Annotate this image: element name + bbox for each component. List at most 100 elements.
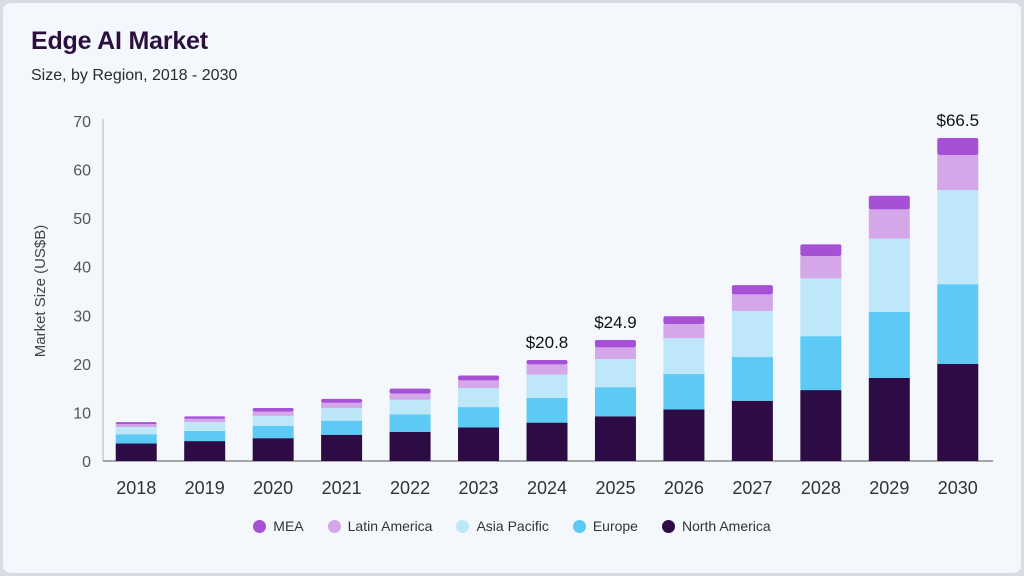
- legend-label: Europe: [592, 518, 638, 534]
- bar-segment-latin-america-2020: [252, 411, 294, 416]
- bar-segment-north-america-2023: [458, 427, 500, 461]
- bar-segment-north-america-2021: [321, 434, 363, 461]
- bar-segment-mea-2025: [594, 340, 636, 348]
- bar-segment-asia-pacific-2021: [321, 408, 363, 421]
- bar-segment-mea-2030: [937, 138, 979, 155]
- bar-segment-latin-america-2024: [526, 364, 568, 375]
- total-data-label: $66.5: [936, 111, 979, 130]
- bar-segment-europe-2025: [594, 387, 636, 417]
- bar-segment-north-america-2024: [526, 422, 568, 461]
- x-tick-label: 2030: [938, 478, 978, 498]
- chart-legend: MEA Latin America Asia Pacific Europe North …: [3, 518, 1021, 534]
- y-tick-label: 30: [73, 308, 91, 325]
- x-tick-label: 2025: [595, 478, 635, 498]
- bar-segment-north-america-2029: [868, 377, 910, 461]
- bar-segment-europe-2026: [663, 374, 705, 410]
- bar-segment-north-america-2018: [115, 443, 157, 461]
- bar-segment-north-america-2026: [663, 409, 705, 461]
- x-tick-label: 2020: [253, 478, 293, 498]
- x-tick-label: 2019: [185, 478, 225, 498]
- legend-swatch: [253, 519, 267, 533]
- x-tick-label: 2029: [869, 478, 909, 498]
- y-tick-label: 70: [73, 114, 91, 131]
- bar-segment-north-america-2022: [389, 431, 431, 461]
- bar-segment-latin-america-2019: [184, 418, 226, 423]
- chart-title: Edge AI Market: [31, 27, 208, 55]
- legend-swatch: [327, 519, 341, 533]
- bar-segment-north-america-2019: [184, 441, 226, 461]
- y-axis-label: Market Size (US$B): [32, 225, 49, 358]
- x-tick-label: 2026: [664, 478, 704, 498]
- bar-segment-asia-pacific-2018: [115, 427, 157, 435]
- bar-segment-mea-2026: [663, 316, 705, 325]
- y-tick-label: 10: [73, 405, 91, 422]
- legend-swatch: [456, 519, 470, 533]
- bar-segment-europe-2022: [389, 414, 431, 432]
- y-tick-label: 0: [82, 454, 91, 471]
- bar-segment-asia-pacific-2028: [800, 278, 842, 337]
- bar-segment-north-america-2025: [594, 416, 636, 461]
- legend-item-north-america: North America: [661, 518, 771, 534]
- bar-segment-mea-2020: [252, 408, 294, 412]
- legend-swatch: [572, 519, 586, 533]
- bar-segment-north-america-2030: [937, 363, 979, 461]
- bar-segment-latin-america-2027: [731, 294, 773, 311]
- x-tick-label: 2027: [732, 478, 772, 498]
- x-tick-label: 2018: [116, 478, 156, 498]
- bar-segment-mea-2019: [184, 416, 226, 419]
- chart-card: Edge AI Market Size, by Region, 2018 - 2…: [3, 3, 1021, 573]
- legend-item-asia-pacific: Asia Pacific: [456, 518, 549, 534]
- bar-segment-asia-pacific-2022: [389, 399, 431, 415]
- x-tick-label: 2021: [322, 478, 362, 498]
- legend-item-latin-america: Latin America: [327, 518, 433, 534]
- bar-segment-europe-2018: [115, 434, 157, 444]
- bar-segment-europe-2027: [731, 357, 773, 401]
- bar-segment-latin-america-2030: [937, 155, 979, 190]
- bar-segment-latin-america-2026: [663, 324, 705, 339]
- x-tick-label: 2028: [801, 478, 841, 498]
- bar-segment-latin-america-2029: [868, 209, 910, 239]
- chart-subtitle: Size, by Region, 2018 - 2030: [31, 67, 238, 84]
- bar-segment-north-america-2020: [252, 438, 294, 461]
- legend-item-mea: MEA: [253, 518, 304, 534]
- x-tick-label: 2023: [459, 478, 499, 498]
- bar-segment-europe-2030: [937, 284, 979, 364]
- bar-segment-asia-pacific-2025: [594, 359, 636, 388]
- bar-segment-asia-pacific-2027: [731, 310, 773, 358]
- bar-segment-mea-2018: [115, 422, 157, 425]
- bar-segment-asia-pacific-2026: [663, 338, 705, 375]
- bar-segment-latin-america-2022: [389, 393, 431, 400]
- y-tick-label: 20: [73, 357, 91, 374]
- bar-segment-europe-2019: [184, 430, 226, 442]
- bar-segment-europe-2028: [800, 336, 842, 391]
- legend-swatch: [661, 519, 675, 533]
- bar-segment-europe-2021: [321, 420, 363, 435]
- bar-segment-latin-america-2018: [115, 424, 157, 427]
- bar-segment-mea-2029: [868, 195, 910, 210]
- bar-segment-asia-pacific-2029: [868, 238, 910, 312]
- bar-segment-europe-2029: [868, 311, 910, 378]
- bar-segment-mea-2028: [800, 244, 842, 257]
- bar-segment-asia-pacific-2019: [184, 422, 226, 431]
- total-data-label: $20.8: [526, 333, 569, 352]
- y-tick-label: 40: [73, 260, 91, 277]
- bar-segment-europe-2023: [458, 407, 500, 428]
- y-tick-label: 50: [73, 211, 91, 228]
- bar-segment-mea-2023: [458, 375, 500, 381]
- bar-segment-latin-america-2028: [800, 256, 842, 279]
- total-data-label: $24.9: [594, 313, 637, 332]
- bar-segment-mea-2022: [389, 388, 431, 394]
- bar-segment-mea-2024: [526, 359, 568, 365]
- legend-label: Asia Pacific: [476, 518, 549, 534]
- bar-segment-north-america-2027: [731, 400, 773, 461]
- legend-label: MEA: [273, 518, 304, 534]
- bar-segment-mea-2021: [321, 398, 363, 403]
- legend-label: Latin America: [347, 518, 433, 534]
- x-tick-label: 2022: [390, 478, 430, 498]
- x-tick-label: 2024: [527, 478, 567, 498]
- bar-segment-europe-2020: [252, 426, 294, 439]
- bar-segment-latin-america-2023: [458, 380, 500, 389]
- bar-segment-asia-pacific-2024: [526, 374, 568, 398]
- bar-segment-latin-america-2021: [321, 402, 363, 409]
